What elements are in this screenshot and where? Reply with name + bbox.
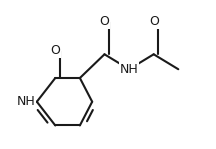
Text: O: O — [100, 15, 110, 28]
Text: NH: NH — [120, 63, 138, 76]
Text: NH: NH — [16, 95, 35, 108]
Text: O: O — [50, 44, 60, 57]
Text: O: O — [149, 15, 159, 28]
